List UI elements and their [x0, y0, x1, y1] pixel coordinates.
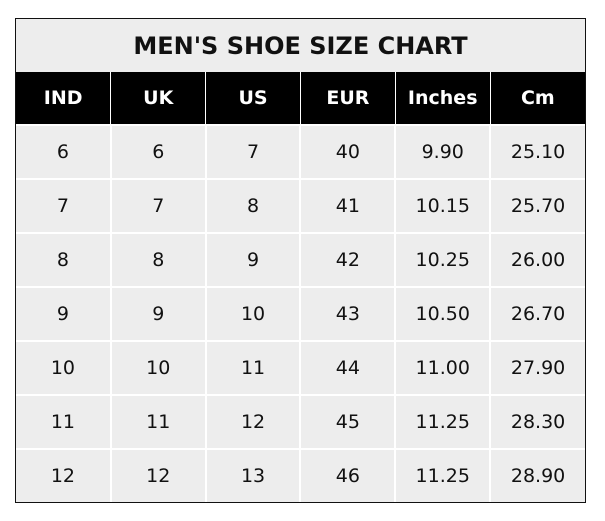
table-cell: 9.90 [394, 124, 491, 179]
table-row: 7 7 8 41 10.15 25.70 [16, 178, 585, 233]
table-row: 6 6 7 40 9.90 25.10 [16, 124, 585, 179]
table-cell: 10 [204, 286, 301, 341]
table-cell: 43 [299, 286, 396, 341]
table-cell: 7 [109, 178, 206, 233]
table-cell: 13 [204, 448, 301, 502]
table-cell: 41 [299, 178, 396, 233]
table-cell: 12 [109, 448, 206, 502]
table-row: 9 9 10 43 10.50 26.70 [16, 286, 585, 341]
table-cell: 8 [109, 232, 206, 287]
table-cell: 11 [109, 394, 206, 449]
column-header: UK [110, 72, 206, 125]
table-cell: 10 [109, 340, 206, 395]
table-cell: 7 [204, 124, 301, 179]
column-header: Inches [394, 72, 491, 125]
table-cell: 6 [109, 124, 206, 179]
table-cell: 8 [16, 232, 111, 287]
table-cell: 11 [16, 394, 111, 449]
table-cell: 7 [16, 178, 111, 233]
size-chart: MEN'S SHOE SIZE CHART IND UK US EUR Inches Cm… [15, 18, 586, 503]
table-cell: 46 [299, 448, 396, 502]
table-cell: 26.70 [489, 286, 585, 341]
table-cell: 28.90 [489, 448, 585, 502]
column-header: IND [16, 72, 111, 125]
chart-title: MEN'S SHOE SIZE CHART [133, 31, 468, 60]
table-cell: 26.00 [489, 232, 585, 287]
table-cell: 10.15 [394, 178, 491, 233]
table-cell: 6 [16, 124, 111, 179]
column-header: Cm [489, 72, 585, 125]
table-cell: 25.10 [489, 124, 585, 179]
table-cell: 12 [16, 448, 111, 502]
table-cell: 28.30 [489, 394, 585, 449]
table-cell: 11.25 [394, 448, 491, 502]
table-cell: 27.90 [489, 340, 585, 395]
table-row: 11 11 12 45 11.25 28.30 [16, 394, 585, 449]
table-cell: 25.70 [489, 178, 585, 233]
table-row: 8 8 9 42 10.25 26.00 [16, 232, 585, 287]
table-row: 12 12 13 46 11.25 28.90 [16, 448, 585, 502]
table-cell: 8 [204, 178, 301, 233]
table-cell: 10.25 [394, 232, 491, 287]
table-cell: 42 [299, 232, 396, 287]
table-cell: 11.00 [394, 340, 491, 395]
table-cell: 9 [109, 286, 206, 341]
table-cell: 9 [16, 286, 111, 341]
column-header: EUR [299, 72, 396, 125]
size-table: IND UK US EUR Inches Cm 6 6 7 40 9.90 25.10 7 7 8 41 10… [16, 72, 585, 502]
table-cell: 11.25 [394, 394, 491, 449]
header-row: IND UK US EUR Inches Cm [16, 72, 585, 125]
table-row: 10 10 11 44 11.00 27.90 [16, 340, 585, 395]
table-cell: 10.50 [394, 286, 491, 341]
table-cell: 45 [299, 394, 396, 449]
column-header: US [205, 72, 301, 125]
table-cell: 9 [204, 232, 301, 287]
table-cell: 10 [16, 340, 111, 395]
table-cell: 11 [204, 340, 301, 395]
table-cell: 44 [299, 340, 396, 395]
table-cell: 12 [204, 394, 301, 449]
table-cell: 40 [299, 124, 396, 179]
